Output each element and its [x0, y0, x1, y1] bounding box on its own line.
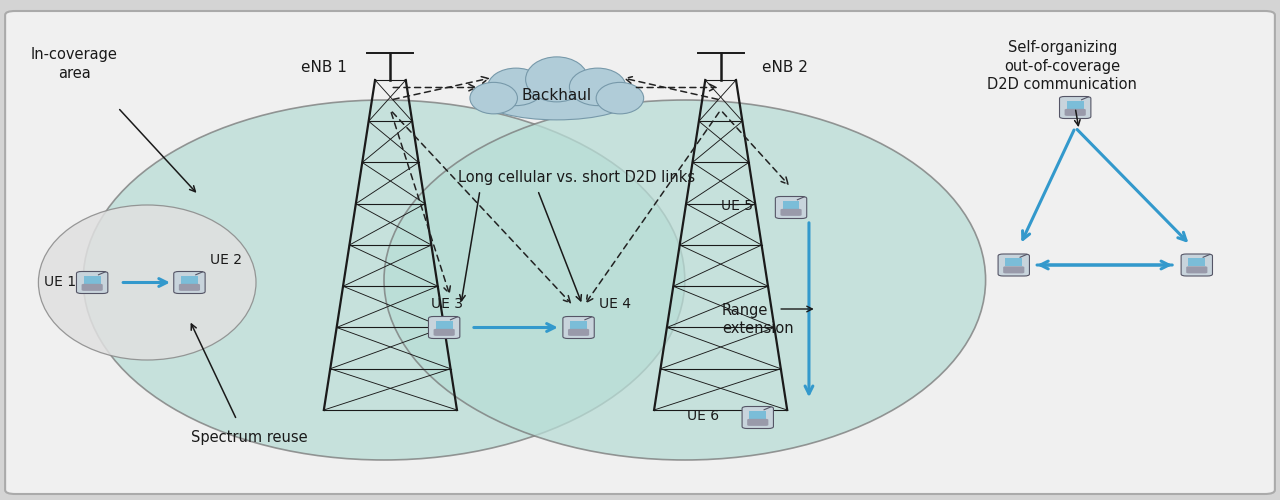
FancyBboxPatch shape	[82, 284, 102, 291]
Ellipse shape	[526, 57, 588, 102]
FancyBboxPatch shape	[998, 254, 1029, 276]
Text: Backhaul: Backhaul	[522, 88, 591, 102]
Ellipse shape	[483, 78, 631, 120]
FancyBboxPatch shape	[568, 329, 589, 336]
Text: UE 4: UE 4	[599, 296, 631, 310]
Text: Self-organizing
out-of-coverage
D2D communication: Self-organizing out-of-coverage D2D comm…	[987, 40, 1138, 92]
Text: Range
extension: Range extension	[722, 302, 794, 336]
Text: Long cellular vs. short D2D links: Long cellular vs. short D2D links	[458, 170, 695, 185]
FancyBboxPatch shape	[77, 272, 108, 293]
Ellipse shape	[38, 205, 256, 360]
FancyBboxPatch shape	[563, 316, 594, 338]
FancyBboxPatch shape	[180, 276, 198, 284]
FancyBboxPatch shape	[429, 316, 460, 338]
Ellipse shape	[570, 68, 626, 106]
Ellipse shape	[488, 68, 544, 106]
FancyBboxPatch shape	[179, 284, 200, 291]
FancyBboxPatch shape	[1065, 109, 1085, 116]
FancyBboxPatch shape	[1004, 266, 1024, 274]
FancyBboxPatch shape	[742, 406, 773, 428]
FancyBboxPatch shape	[435, 320, 453, 329]
Text: UE 2: UE 2	[210, 253, 242, 267]
Text: eNB 2: eNB 2	[762, 60, 808, 76]
FancyBboxPatch shape	[570, 320, 588, 329]
Ellipse shape	[596, 82, 644, 114]
FancyBboxPatch shape	[1066, 100, 1084, 109]
FancyBboxPatch shape	[83, 276, 101, 284]
FancyBboxPatch shape	[748, 419, 768, 426]
Text: In-coverage
area: In-coverage area	[31, 48, 118, 81]
Text: UE 6: UE 6	[687, 409, 719, 423]
Text: UE 5: UE 5	[721, 199, 753, 213]
Ellipse shape	[384, 100, 986, 460]
Ellipse shape	[83, 100, 685, 460]
Text: UE 3: UE 3	[431, 296, 463, 310]
Text: UE 1: UE 1	[44, 275, 76, 289]
FancyBboxPatch shape	[776, 196, 806, 218]
FancyBboxPatch shape	[749, 410, 767, 419]
Text: Spectrum reuse: Spectrum reuse	[191, 430, 308, 445]
FancyBboxPatch shape	[782, 200, 800, 209]
Text: eNB 1: eNB 1	[301, 60, 347, 76]
FancyBboxPatch shape	[781, 209, 801, 216]
FancyBboxPatch shape	[1181, 254, 1212, 276]
FancyBboxPatch shape	[1005, 258, 1023, 266]
FancyBboxPatch shape	[5, 11, 1275, 494]
FancyBboxPatch shape	[174, 272, 205, 293]
FancyBboxPatch shape	[1187, 266, 1207, 274]
Ellipse shape	[470, 82, 517, 114]
FancyBboxPatch shape	[1060, 96, 1091, 118]
FancyBboxPatch shape	[1188, 258, 1206, 266]
FancyBboxPatch shape	[434, 329, 454, 336]
